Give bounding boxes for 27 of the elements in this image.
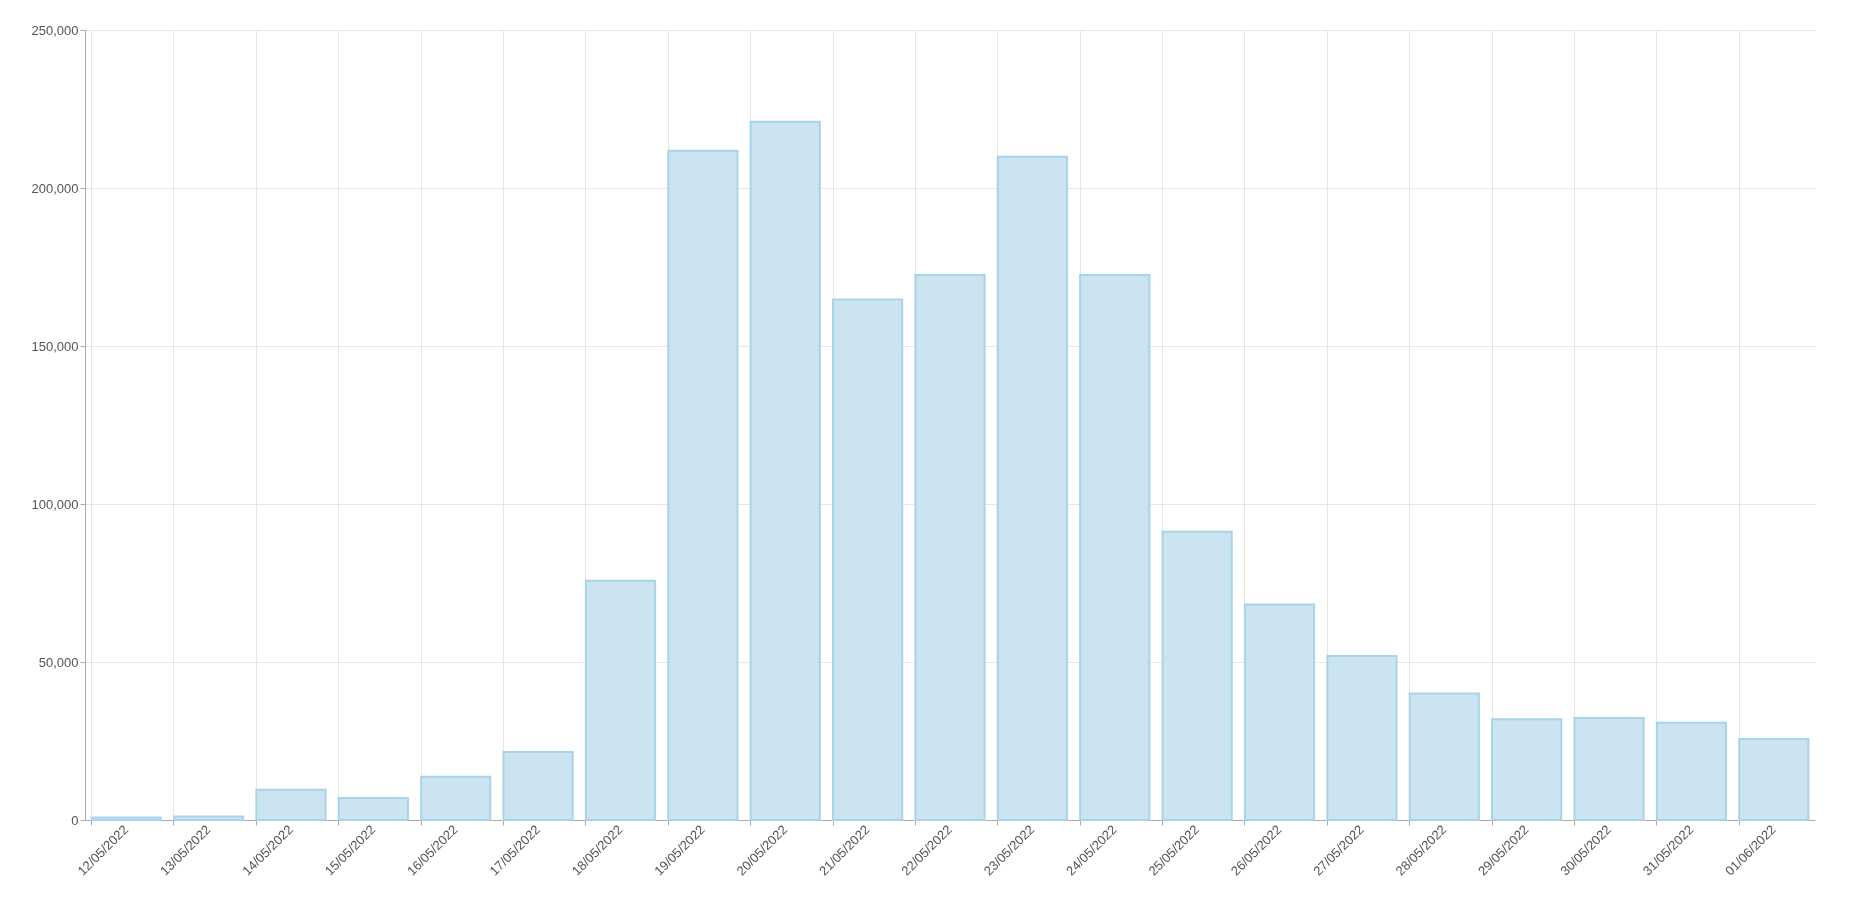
y-tick-label: 200,000 [31, 180, 79, 196]
bar [1243, 603, 1316, 821]
bar [1326, 655, 1398, 821]
bar [172, 815, 245, 821]
bar [832, 298, 904, 821]
y-tick-label: 150,000 [31, 338, 79, 354]
bar [1491, 718, 1563, 821]
bar [1408, 692, 1480, 821]
bar [1161, 530, 1233, 821]
bar [996, 155, 1068, 821]
bar [1573, 716, 1645, 821]
y-tick-label: 50,000 [38, 654, 79, 670]
bar [255, 788, 327, 821]
bar [667, 149, 739, 821]
y-tick-label: 250,000 [31, 22, 79, 38]
bar [914, 273, 986, 821]
bar [90, 816, 162, 821]
bar [584, 579, 657, 821]
bar [749, 120, 821, 821]
bar [1655, 721, 1728, 821]
bar [337, 796, 409, 821]
y-tick-label: 100,000 [31, 496, 79, 512]
bar [1738, 738, 1810, 821]
bar [502, 751, 574, 821]
bar [420, 775, 492, 821]
y-tick-label: 0 [71, 812, 79, 828]
bar [1079, 273, 1151, 821]
